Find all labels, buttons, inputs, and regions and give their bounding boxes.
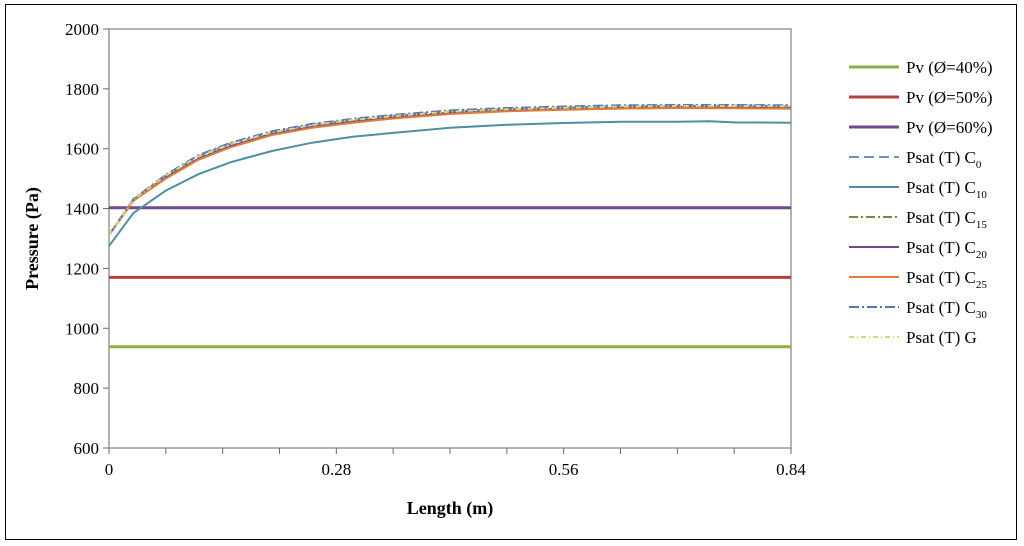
chart-frame: 600 800 1000 1200 1400 1600 1800 2000 0 0.28 0.56 0… [5, 4, 1017, 540]
y-tick-label: 1600 [65, 140, 99, 159]
y-tick-label: 600 [74, 439, 100, 458]
legend-label-2: Pv (Ø=60%) [906, 118, 993, 137]
y-tick-label: 1800 [65, 80, 99, 99]
series-line-9 [108, 104, 792, 236]
series-line-4 [108, 120, 792, 247]
y-tick-label: 1400 [65, 200, 99, 219]
pressure-length-chart: 600 800 1000 1200 1400 1600 1800 2000 0 0.28 0.56 0… [22, 20, 993, 519]
legend: Pv (Ø=40%) Pv (Ø=50%) Pv (Ø=60%) Psat (T) C… [849, 58, 993, 347]
y-tick-label: 1000 [65, 319, 99, 338]
x-tick-label: 0.56 [549, 460, 579, 479]
plot-area [108, 28, 792, 449]
y-tick-label: 2000 [65, 20, 99, 39]
legend-label-1: Pv (Ø=50%) [906, 88, 993, 107]
y-tick-label: 800 [74, 379, 100, 398]
legend-label-9: Psat (T) G [906, 328, 977, 347]
x-tick-label: 0.84 [776, 460, 806, 479]
legend-label-0: Pv (Ø=40%) [906, 58, 993, 77]
legend-label-8: Psat (T) C30 [906, 298, 987, 321]
legend-label-6: Psat (T) C20 [906, 238, 987, 261]
legend-label-3: Psat (T) C0 [906, 148, 982, 171]
x-tick-label: 0 [105, 460, 114, 479]
legend-label-7: Psat (T) C25 [906, 268, 987, 291]
legend-label-5: Psat (T) C15 [906, 208, 987, 231]
plot-border [108, 28, 792, 449]
y-axis-label: Pressure (Pa) [22, 187, 43, 290]
x-tick-label: 0.28 [321, 460, 351, 479]
axes: 600 800 1000 1200 1400 1600 1800 2000 0 0.28 0.56 0… [65, 20, 806, 479]
x-axis-label: Length (m) [407, 498, 494, 519]
series-line-7 [108, 107, 792, 236]
y-tick-label: 1200 [65, 259, 99, 278]
series-line-8 [108, 104, 792, 236]
legend-label-4: Psat (T) C10 [906, 178, 987, 201]
series-layer [108, 104, 792, 349]
